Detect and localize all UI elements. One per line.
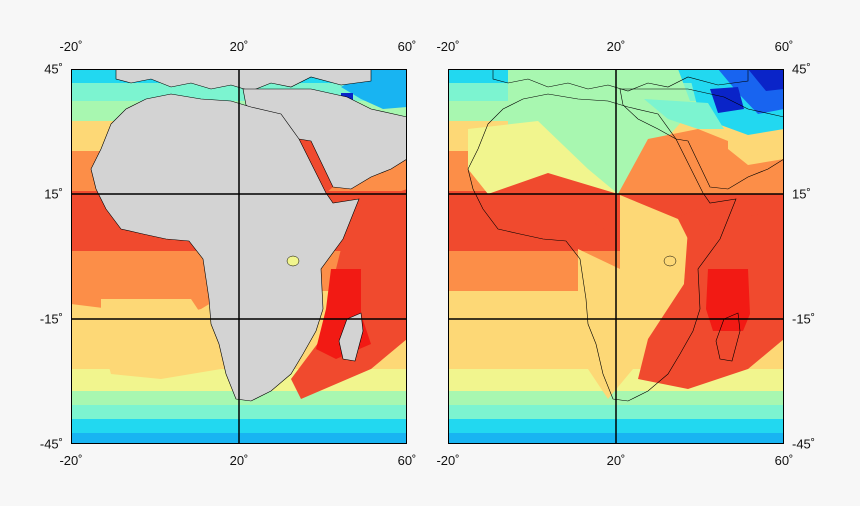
left-lat-tick-1: 15˚ — [44, 186, 63, 202]
madagascar-coastline — [715, 312, 741, 362]
right-map-panel: -20˚ 20˚ 60˚ -20˚ 20˚ 60˚ 45˚ 15˚ -15˚ -… — [436, 39, 815, 468]
interp-zone — [618, 129, 784, 194]
interp-zone — [706, 269, 750, 331]
interp-zone — [468, 121, 618, 194]
right-lat-tick-1: 15˚ — [792, 186, 811, 202]
africa-coastline — [467, 93, 737, 402]
europe-landmass — [115, 69, 372, 92]
lake-victoria-outline — [663, 255, 677, 267]
left-map-panel: -20˚ 20˚ 60˚ -20˚ 20˚ 60˚ 45˚ 15˚ -15˚ -… — [40, 39, 417, 468]
lake-victoria — [286, 255, 300, 267]
left-lat-tick-0: 45˚ — [44, 61, 63, 77]
left-top-tick-0: -20˚ — [59, 39, 83, 54]
red-sea — [299, 139, 333, 193]
left-bottom-tick-2: 60˚ — [397, 453, 417, 468]
middle-east-coastline — [619, 88, 784, 190]
left-top-tick-2: 60˚ — [397, 39, 417, 54]
africa-landmass — [90, 93, 360, 402]
interp-zone — [578, 249, 633, 399]
right-top-tick-1: 20˚ — [606, 39, 626, 54]
left-lat-tick-3: -45˚ — [39, 436, 63, 452]
right-lat-tick-2: -15˚ — [792, 311, 816, 327]
interp-zone — [644, 99, 724, 129]
interp-zone — [620, 195, 688, 334]
interp-zone — [710, 87, 744, 113]
right-lat-tick-3: -45˚ — [792, 436, 816, 452]
right-bottom-tick-2: 60˚ — [774, 453, 794, 468]
interp-zone — [508, 69, 618, 194]
right-map-svg — [448, 69, 784, 444]
madagascar — [338, 312, 364, 362]
left-bottom-tick-0: -20˚ — [59, 453, 83, 468]
right-bottom-tick-1: 20˚ — [606, 453, 626, 468]
right-bottom-tick-0: -20˚ — [436, 453, 460, 468]
right-top-tick-0: -20˚ — [436, 39, 460, 54]
left-map-svg — [71, 69, 407, 444]
right-lat-tick-0: 45˚ — [792, 61, 811, 77]
left-bottom-tick-1: 20˚ — [229, 453, 249, 468]
interp-zone — [748, 69, 784, 91]
left-lat-tick-2: -15˚ — [39, 311, 63, 327]
left-top-tick-1: 20˚ — [229, 39, 249, 54]
europe-coastline — [492, 69, 749, 92]
right-top-tick-2: 60˚ — [774, 39, 794, 54]
